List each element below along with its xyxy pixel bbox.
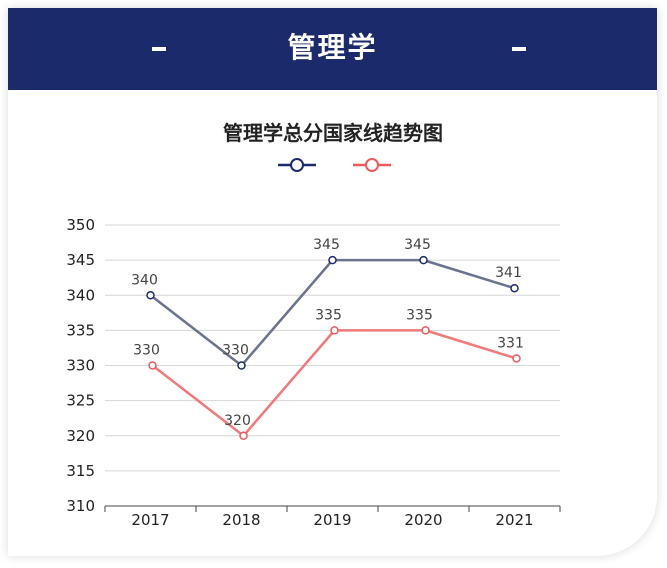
header-left-dash	[152, 47, 166, 51]
legend	[278, 158, 391, 172]
data-label: 335	[315, 307, 342, 323]
y-tick-label: 330	[66, 357, 95, 375]
y-tick-label: 310	[66, 497, 95, 515]
data-label: 345	[404, 237, 431, 253]
series-line-2	[151, 329, 517, 437]
data-label: 341	[495, 265, 522, 281]
header-right-dash	[512, 47, 526, 51]
series: 340 330 345 345 341 330 320 335 335 331	[131, 237, 524, 440]
data-point	[328, 255, 337, 265]
data-label: 335	[406, 307, 433, 323]
data-point	[419, 255, 428, 265]
y-tick-label: 315	[66, 462, 95, 480]
x-tick-label: 2018	[222, 511, 260, 529]
y-tick-label: 320	[66, 427, 95, 445]
data-label: 330	[133, 343, 160, 359]
chart-card: 管理学	[8, 8, 657, 556]
data-point	[421, 326, 430, 335]
data-point	[237, 361, 246, 370]
axes: 310 315 320 325 330 335 340 345 350 2017 2018 2019 2…	[66, 216, 561, 529]
chart-title: 管理学总分国家线趋势图	[223, 121, 443, 145]
y-tick-label: 340	[66, 286, 95, 304]
data-label: 320	[224, 413, 251, 429]
page-title: 管理学	[287, 31, 378, 64]
x-tick-label: 2019	[313, 511, 351, 529]
data-label: 345	[313, 237, 340, 253]
y-tick-label: 335	[66, 321, 95, 339]
data-label: 331	[497, 335, 524, 351]
data-point	[510, 283, 519, 293]
data-point	[512, 354, 521, 363]
data-point	[148, 361, 157, 370]
legend-swatch-marker	[290, 158, 304, 172]
y-tick-label: 350	[66, 216, 95, 234]
data-point	[239, 431, 248, 440]
data-point	[330, 326, 339, 335]
x-tick-label: 2020	[404, 511, 442, 529]
x-tick-label: 2017	[131, 511, 169, 529]
legend-swatch-marker	[365, 158, 379, 172]
data-point	[146, 291, 155, 300]
x-tick-label: 2021	[495, 511, 533, 529]
data-label: 330	[222, 343, 249, 359]
header-banner: 管理学	[8, 8, 657, 90]
y-tick-label: 345	[66, 251, 95, 269]
y-tick-label: 325	[66, 392, 95, 410]
data-label: 340	[131, 272, 158, 288]
